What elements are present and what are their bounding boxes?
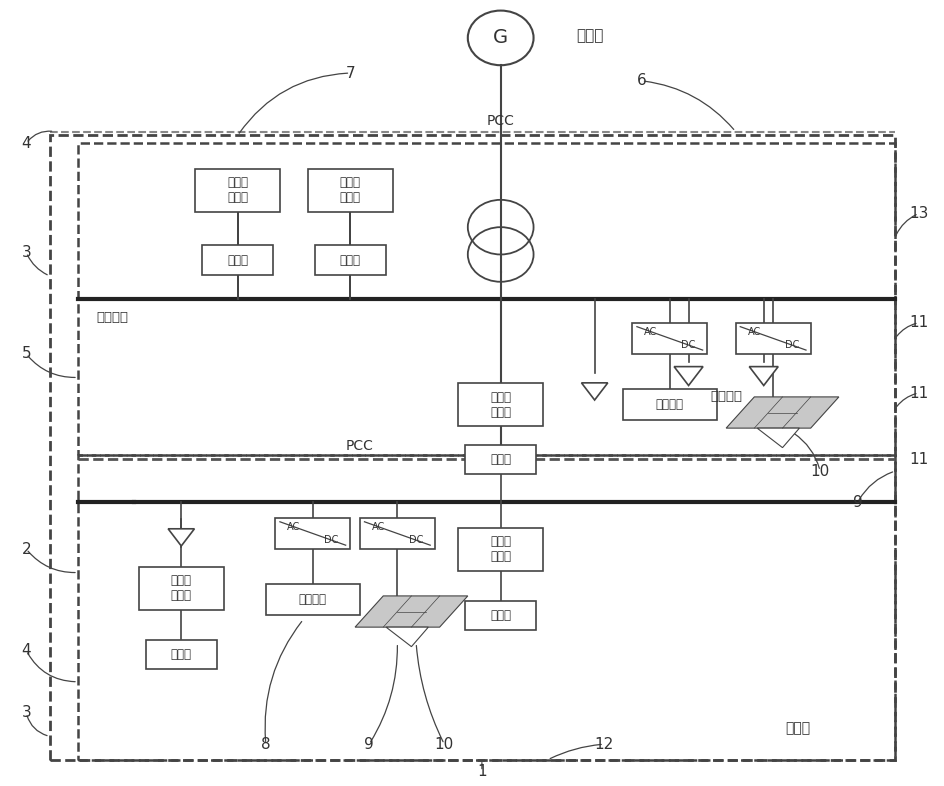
Bar (195, 169, 279, 211)
Text: AC: AC (644, 327, 657, 337)
Text: 电力电
子接口: 电力电 子接口 (490, 391, 511, 419)
Text: PCC: PCC (346, 439, 373, 453)
Text: 11: 11 (908, 315, 927, 330)
Text: 电力电
子接口: 电力电 子接口 (340, 176, 361, 204)
Text: 9: 9 (851, 494, 862, 510)
Text: 6: 6 (636, 73, 646, 88)
Text: 10: 10 (434, 736, 453, 751)
Text: 4: 4 (22, 643, 31, 658)
Polygon shape (581, 383, 607, 400)
Text: 电力电
子接口: 电力电 子接口 (227, 176, 248, 204)
Text: 11: 11 (908, 385, 927, 401)
Text: 充电桩: 充电桩 (490, 453, 511, 466)
Text: 配电网: 配电网 (575, 28, 602, 43)
Text: 充电桩: 充电桩 (340, 254, 361, 266)
Bar (360, 518, 434, 549)
Bar (308, 169, 392, 211)
Text: 2: 2 (22, 542, 31, 556)
Text: 充电桩: 充电桩 (227, 254, 248, 266)
Polygon shape (749, 366, 777, 385)
Polygon shape (756, 428, 799, 448)
Polygon shape (168, 529, 194, 546)
Text: 交流母线: 交流母线 (96, 311, 128, 324)
Text: 3: 3 (22, 706, 31, 721)
Text: 5: 5 (22, 347, 31, 362)
Bar (202, 245, 273, 275)
Text: AC: AC (287, 522, 300, 532)
Bar (465, 601, 535, 630)
Text: 储能系统: 储能系统 (298, 593, 327, 606)
Bar (458, 527, 543, 571)
Text: 3: 3 (22, 245, 31, 260)
Text: 电力电
子接口: 电力电 子接口 (490, 535, 511, 563)
Bar (275, 518, 350, 549)
Bar (622, 389, 716, 421)
Text: 9: 9 (363, 736, 374, 751)
Text: 4: 4 (22, 136, 31, 151)
Text: 电力电
子接口: 电力电 子接口 (171, 574, 192, 602)
Bar (632, 323, 707, 354)
Polygon shape (725, 397, 838, 428)
Bar (465, 445, 535, 474)
Bar (77, 143, 894, 455)
Text: DC: DC (409, 534, 423, 545)
Text: DC: DC (324, 534, 338, 545)
Bar (734, 323, 810, 354)
Text: 13: 13 (908, 206, 927, 221)
Polygon shape (673, 366, 702, 385)
Text: DC: DC (784, 340, 799, 350)
Bar (265, 584, 360, 615)
Text: DC: DC (681, 340, 695, 350)
Bar (314, 245, 385, 275)
Text: 重要负荷: 重要负荷 (709, 391, 741, 403)
Text: PCC: PCC (486, 114, 514, 127)
Text: AC: AC (372, 522, 385, 532)
Bar (146, 640, 216, 669)
Bar (77, 455, 894, 760)
Text: 微电网: 微电网 (784, 722, 810, 736)
Bar (50, 135, 894, 760)
Text: 10: 10 (810, 464, 829, 479)
Bar (139, 567, 224, 610)
Bar (458, 384, 543, 426)
Text: 7: 7 (346, 65, 355, 80)
Text: 12: 12 (594, 736, 613, 751)
Text: G: G (493, 28, 508, 47)
Polygon shape (355, 596, 467, 627)
Text: 储能系统: 储能系统 (655, 399, 683, 411)
Text: 充电桩: 充电桩 (490, 609, 511, 622)
Polygon shape (386, 627, 428, 647)
Text: 11: 11 (908, 452, 927, 467)
Text: AC: AC (747, 327, 760, 337)
Text: 充电桩: 充电桩 (171, 648, 192, 661)
Text: 1: 1 (477, 764, 486, 779)
Text: 8: 8 (261, 736, 270, 751)
